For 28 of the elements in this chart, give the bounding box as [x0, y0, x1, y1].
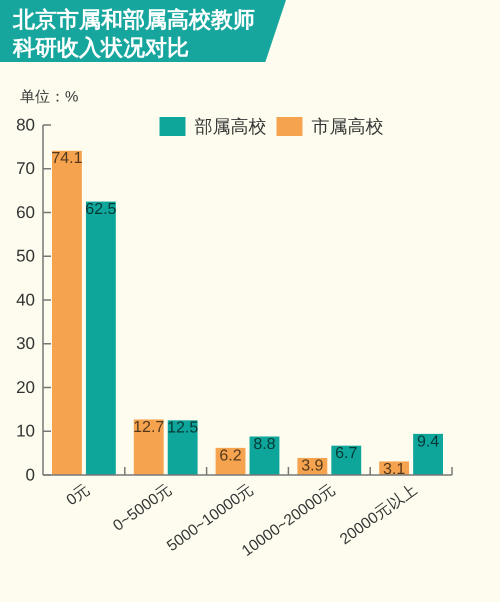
y-tick-label: 70 — [16, 159, 35, 178]
y-axis-title: 单位：% — [20, 88, 78, 106]
legend-label: 部属高校 — [194, 116, 266, 136]
bar — [134, 419, 164, 475]
y-tick-label: 80 — [16, 115, 35, 134]
data-label: 3.9 — [301, 457, 324, 474]
y-tick-label: 0 — [26, 465, 35, 484]
y-tick-label: 30 — [16, 334, 35, 354]
y-tick-label: 40 — [16, 290, 35, 310]
y-tick-label: 20 — [16, 378, 35, 397]
data-label: 12.5 — [167, 420, 198, 437]
data-label: 12.7 — [133, 418, 164, 436]
data-label: 6.2 — [219, 447, 242, 464]
data-label: 9.4 — [416, 433, 440, 450]
x-tick-label: 0元 — [64, 480, 94, 510]
chart-title: 北京市属和部属高校教师科研收入状况对比 — [12, 7, 255, 60]
y-tick-label: 10 — [16, 422, 35, 441]
data-label: 8.8 — [253, 436, 276, 453]
legend-label: 市属高校 — [312, 116, 384, 136]
data-label: 6.7 — [335, 445, 358, 462]
y-tick-label: 50 — [16, 246, 35, 266]
data-label: 74.1 — [51, 150, 83, 168]
bar — [413, 434, 443, 475]
data-label: 3.1 — [383, 460, 406, 478]
bar — [168, 420, 198, 475]
y-tick-label: 60 — [16, 202, 35, 222]
bar — [52, 150, 82, 475]
bar — [86, 202, 116, 475]
